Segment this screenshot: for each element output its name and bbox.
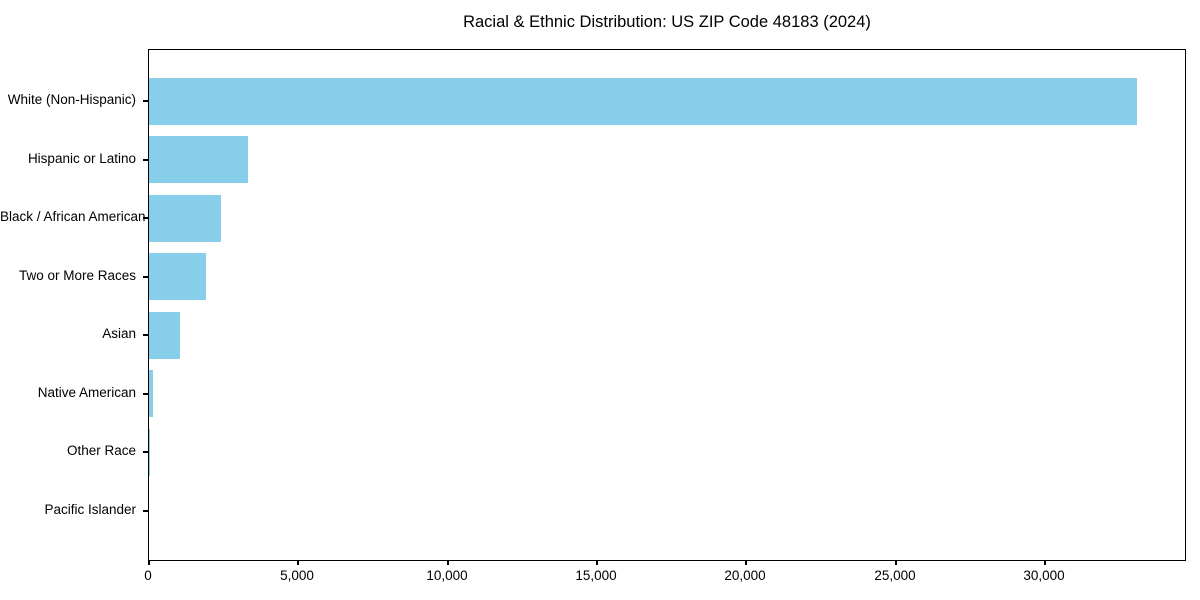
y-tick-mark (143, 159, 148, 161)
y-tick-mark (143, 100, 148, 102)
x-tick-label: 10,000 (426, 568, 468, 583)
x-tick-mark (297, 560, 299, 565)
bar (149, 136, 248, 183)
x-tick-mark (895, 560, 897, 565)
y-tick-label: Pacific Islander (44, 502, 136, 517)
x-tick-mark (148, 560, 150, 565)
x-tick-label: 0 (144, 568, 152, 583)
x-tick-mark (1044, 560, 1046, 565)
x-tick-label: 30,000 (1023, 568, 1065, 583)
y-tick-label: Asian (102, 326, 136, 341)
x-tick-label: 15,000 (575, 568, 617, 583)
x-tick-label: 5,000 (280, 568, 314, 583)
y-tick-label: Native American (37, 385, 136, 400)
x-tick-label: 25,000 (874, 568, 916, 583)
bar (149, 78, 1137, 125)
chart-title: Racial & Ethnic Distribution: US ZIP Cod… (463, 13, 871, 31)
bar (149, 253, 206, 300)
x-tick-mark (447, 560, 449, 565)
x-tick-mark (596, 560, 598, 565)
bar (149, 429, 150, 476)
y-tick-mark (143, 393, 148, 395)
y-tick-mark (143, 217, 148, 219)
x-tick-mark (745, 560, 747, 565)
bar (149, 195, 221, 242)
y-tick-mark (143, 334, 148, 336)
plot-area (148, 49, 1186, 561)
y-tick-mark (143, 510, 148, 512)
bar (149, 370, 153, 417)
y-tick-label: Black / African American (0, 209, 146, 224)
bar (149, 312, 180, 359)
y-tick-label: White (Non-Hispanic) (7, 92, 136, 107)
y-tick-label: Hispanic or Latino (27, 151, 136, 166)
y-tick-mark (143, 276, 148, 278)
y-tick-mark (143, 451, 148, 453)
y-tick-label: Two or More Races (18, 268, 136, 283)
y-tick-label: Other Race (66, 443, 136, 458)
x-tick-label: 20,000 (724, 568, 766, 583)
